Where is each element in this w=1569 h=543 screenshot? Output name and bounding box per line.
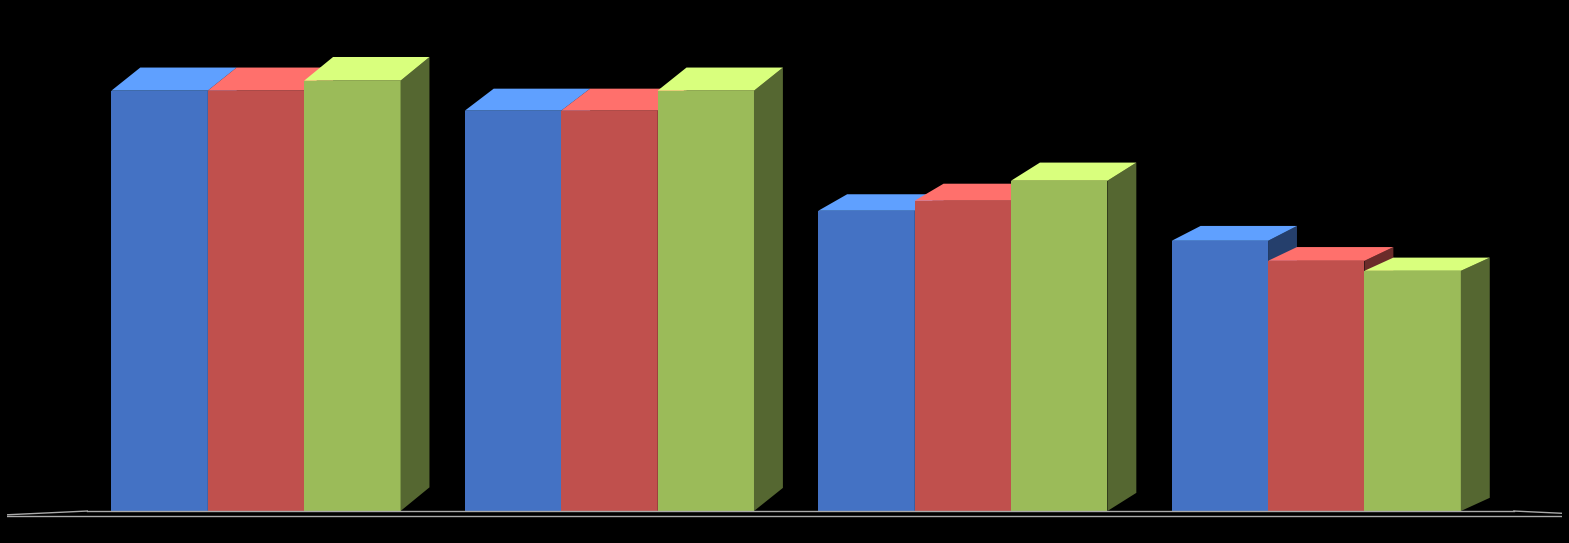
Polygon shape bbox=[400, 57, 430, 511]
Polygon shape bbox=[111, 67, 237, 91]
Bar bbox=[1365, 271, 1461, 511]
Polygon shape bbox=[1268, 226, 1298, 511]
Polygon shape bbox=[1268, 247, 1393, 261]
Polygon shape bbox=[1010, 184, 1040, 511]
Bar bbox=[1172, 241, 1268, 511]
Polygon shape bbox=[915, 184, 1040, 201]
Polygon shape bbox=[1172, 226, 1298, 241]
Polygon shape bbox=[562, 89, 687, 111]
Polygon shape bbox=[304, 67, 333, 511]
Bar bbox=[657, 91, 755, 511]
Polygon shape bbox=[304, 57, 430, 81]
Polygon shape bbox=[464, 89, 590, 111]
Bar bbox=[304, 81, 400, 511]
Bar bbox=[207, 91, 304, 511]
Polygon shape bbox=[755, 67, 783, 511]
Polygon shape bbox=[1108, 162, 1136, 511]
Polygon shape bbox=[657, 89, 687, 511]
Polygon shape bbox=[1365, 247, 1393, 511]
Polygon shape bbox=[915, 194, 943, 511]
Polygon shape bbox=[207, 67, 237, 511]
Bar bbox=[915, 201, 1010, 511]
Polygon shape bbox=[1365, 257, 1489, 271]
Bar bbox=[819, 211, 915, 511]
Bar bbox=[464, 111, 562, 511]
Bar bbox=[1010, 181, 1108, 511]
Polygon shape bbox=[1010, 162, 1136, 181]
Polygon shape bbox=[207, 67, 333, 91]
Polygon shape bbox=[1461, 257, 1489, 511]
Polygon shape bbox=[819, 194, 943, 211]
Bar bbox=[1268, 261, 1365, 511]
Bar bbox=[562, 111, 657, 511]
Polygon shape bbox=[657, 67, 783, 91]
Bar bbox=[111, 91, 207, 511]
Polygon shape bbox=[562, 89, 590, 511]
